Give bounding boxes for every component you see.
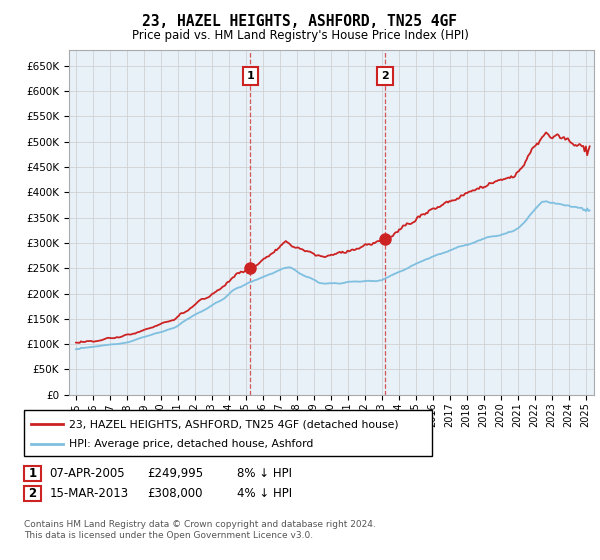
Text: 8% ↓ HPI: 8% ↓ HPI [237, 467, 292, 480]
Text: £249,995: £249,995 [147, 467, 203, 480]
Text: 15-MAR-2013: 15-MAR-2013 [49, 487, 128, 500]
Text: £308,000: £308,000 [147, 487, 203, 500]
Text: Price paid vs. HM Land Registry's House Price Index (HPI): Price paid vs. HM Land Registry's House … [131, 29, 469, 42]
Text: HPI: Average price, detached house, Ashford: HPI: Average price, detached house, Ashf… [69, 439, 313, 449]
Text: 4% ↓ HPI: 4% ↓ HPI [237, 487, 292, 500]
Text: 1: 1 [247, 71, 254, 81]
Text: 23, HAZEL HEIGHTS, ASHFORD, TN25 4GF: 23, HAZEL HEIGHTS, ASHFORD, TN25 4GF [143, 14, 458, 29]
Text: 23, HAZEL HEIGHTS, ASHFORD, TN25 4GF (detached house): 23, HAZEL HEIGHTS, ASHFORD, TN25 4GF (de… [69, 419, 398, 430]
Text: 2: 2 [382, 71, 389, 81]
Text: 2: 2 [28, 487, 37, 500]
Text: Contains HM Land Registry data © Crown copyright and database right 2024.
This d: Contains HM Land Registry data © Crown c… [24, 520, 376, 540]
Text: 07-APR-2005: 07-APR-2005 [49, 467, 125, 480]
Text: 1: 1 [28, 467, 37, 480]
